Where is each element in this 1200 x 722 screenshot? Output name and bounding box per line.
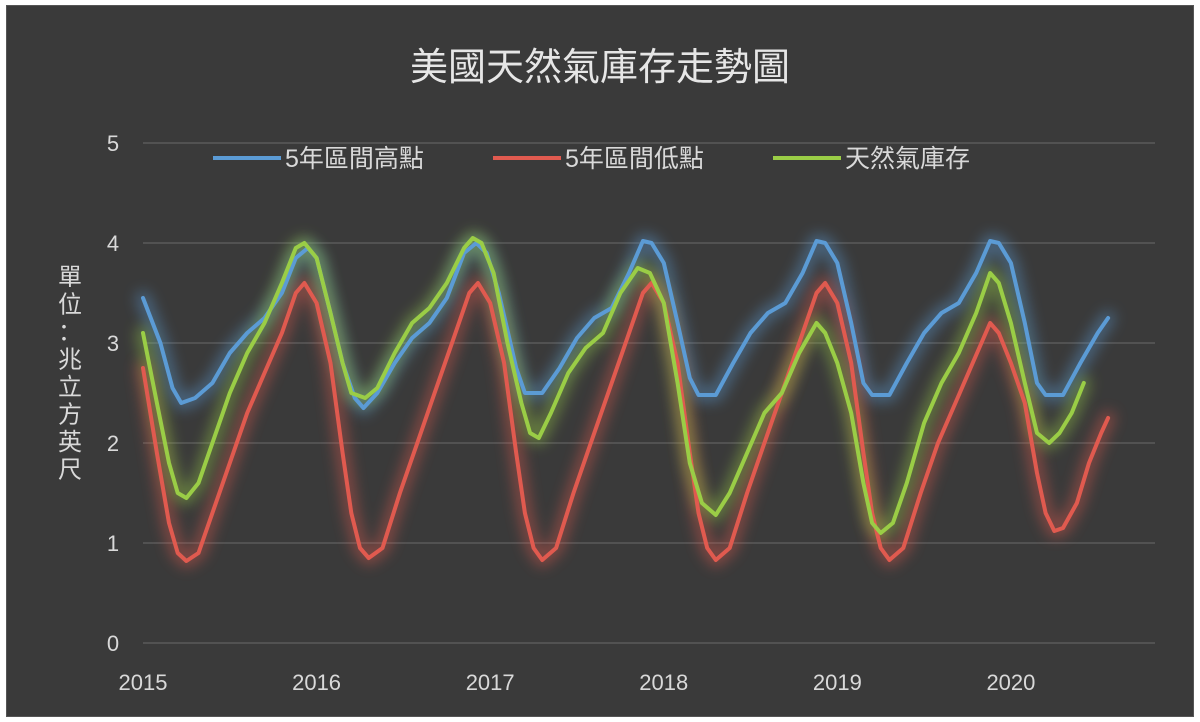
y-axis-label: 單位：兆立方英尺 [58, 264, 82, 484]
chart-panel [6, 5, 1194, 717]
y-tick-label: 4 [107, 231, 119, 256]
x-tick-label: 2019 [813, 670, 862, 695]
series-line-1 [141, 281, 1111, 563]
chart-title: 美國天然氣庫存走勢圖 [410, 47, 790, 89]
x-axis-ticks: 2015 2016 2017 2018 2019 2020 [119, 670, 1036, 695]
x-tick-label: 2018 [639, 670, 688, 695]
series-glow-1 [136, 276, 1116, 568]
gridlines [143, 142, 1155, 644]
y-tick-label: 1 [107, 531, 119, 556]
series-line-2 [141, 236, 1086, 535]
legend-label-1: 5年區間低點 [565, 145, 704, 173]
x-tick-label: 2016 [292, 670, 341, 695]
y-tick-label: 3 [107, 331, 119, 356]
y-tick-label: 5 [107, 131, 119, 156]
x-tick-label: 2020 [986, 670, 1035, 695]
legend-label-2: 天然氣庫存 [845, 145, 970, 173]
y-tick-label: 2 [107, 431, 119, 456]
y-tick-label: 0 [107, 631, 119, 656]
legend-label-0: 5年區間高點 [285, 145, 424, 173]
series-lines [141, 236, 1111, 563]
x-tick-label: 2015 [119, 670, 168, 695]
x-tick-label: 2017 [466, 670, 515, 695]
legend: 5年區間高點 5年區間低點 天然氣庫存 [213, 145, 970, 173]
y-axis-ticks: 0 1 2 3 4 5 [107, 131, 119, 656]
